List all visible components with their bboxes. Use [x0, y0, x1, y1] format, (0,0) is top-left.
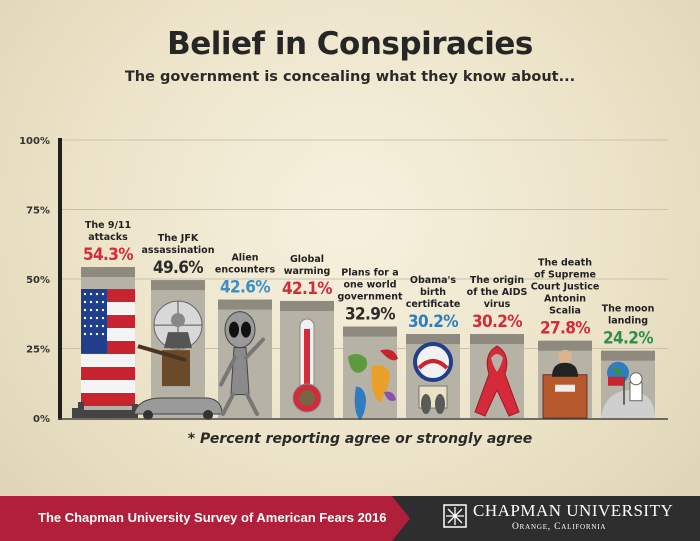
category-label: encounters — [215, 265, 276, 276]
footer-university: CHAPMAN UNIVERSITY — [473, 501, 674, 520]
category-label: The death — [538, 258, 592, 269]
category-label: birth — [420, 287, 446, 298]
y-tick-label: 25% — [26, 345, 50, 356]
category-label: one world — [343, 280, 396, 291]
value-label: 27.8% — [540, 319, 590, 339]
category-label: virus — [484, 299, 511, 310]
category-label: The origin — [470, 275, 525, 286]
bar-cap — [81, 267, 135, 278]
category-label: The moon — [602, 304, 655, 315]
value-label: 30.2% — [408, 312, 458, 332]
bar-cap — [538, 340, 592, 351]
value-label: 54.3% — [83, 245, 133, 265]
bar-cap — [601, 350, 655, 361]
bar-cap — [406, 334, 460, 345]
us-flag-icon — [72, 289, 138, 418]
thermometer-icon — [292, 318, 322, 413]
category-label: Scalia — [549, 306, 581, 317]
category-label: Obama's — [410, 275, 457, 286]
category-label: of Supreme — [534, 270, 596, 281]
category-label: warming — [284, 266, 331, 277]
value-label: 30.2% — [472, 312, 522, 332]
courtroom-icon — [542, 349, 588, 419]
footer-location: Orange, California — [512, 522, 607, 532]
y-tick-label: 100% — [19, 136, 50, 147]
red-ribbon-icon — [474, 345, 520, 417]
value-label: 42.1% — [282, 279, 332, 299]
category-label: assassination — [142, 245, 215, 256]
footer-band — [0, 496, 410, 541]
bar-cap — [151, 280, 205, 291]
jfk-car-icon — [133, 300, 223, 420]
category-label: Global — [290, 254, 324, 265]
category-label: The 9/11 — [85, 220, 131, 231]
value-label: 24.2% — [603, 329, 653, 349]
value-label: 32.9% — [345, 305, 395, 325]
category-label: Plans for a — [341, 268, 398, 279]
bar-cap — [218, 299, 272, 310]
world-map-icon — [348, 349, 398, 421]
y-tick-label: 75% — [26, 206, 50, 217]
category-label: Antonin — [544, 294, 586, 305]
bar-cap — [470, 334, 524, 345]
category-label: Alien — [231, 253, 258, 264]
alien-icon — [219, 311, 265, 416]
category-label: of the AIDS — [467, 287, 528, 298]
category-label: landing — [608, 316, 648, 327]
y-axis-line — [58, 138, 62, 420]
footer-survey-title: The Chapman University Survey of America… — [38, 510, 387, 525]
category-label: government — [337, 292, 403, 303]
value-label: 49.6% — [153, 258, 203, 278]
footer: The Chapman University Survey of America… — [0, 496, 700, 541]
footnote: * Percent reporting agree or strongly ag… — [188, 431, 532, 447]
y-tick-label: 50% — [26, 275, 50, 286]
bar-cap — [280, 300, 334, 311]
category-label: Court Justice — [531, 282, 600, 293]
moon-landing-icon — [601, 361, 655, 418]
category-label: The JFK — [158, 233, 199, 244]
y-tick-label: 0% — [33, 414, 50, 425]
value-label: 42.6% — [220, 278, 270, 298]
chapman-logo-icon — [443, 504, 467, 528]
chart-title: Belief in Conspiracies — [167, 26, 533, 62]
category-label: attacks — [88, 232, 128, 243]
bar-cap — [343, 326, 397, 337]
chart-subtitle: The government is concealing what they k… — [124, 69, 576, 85]
seal-footprints-icon — [413, 342, 453, 414]
category-label: certificate — [406, 299, 461, 310]
